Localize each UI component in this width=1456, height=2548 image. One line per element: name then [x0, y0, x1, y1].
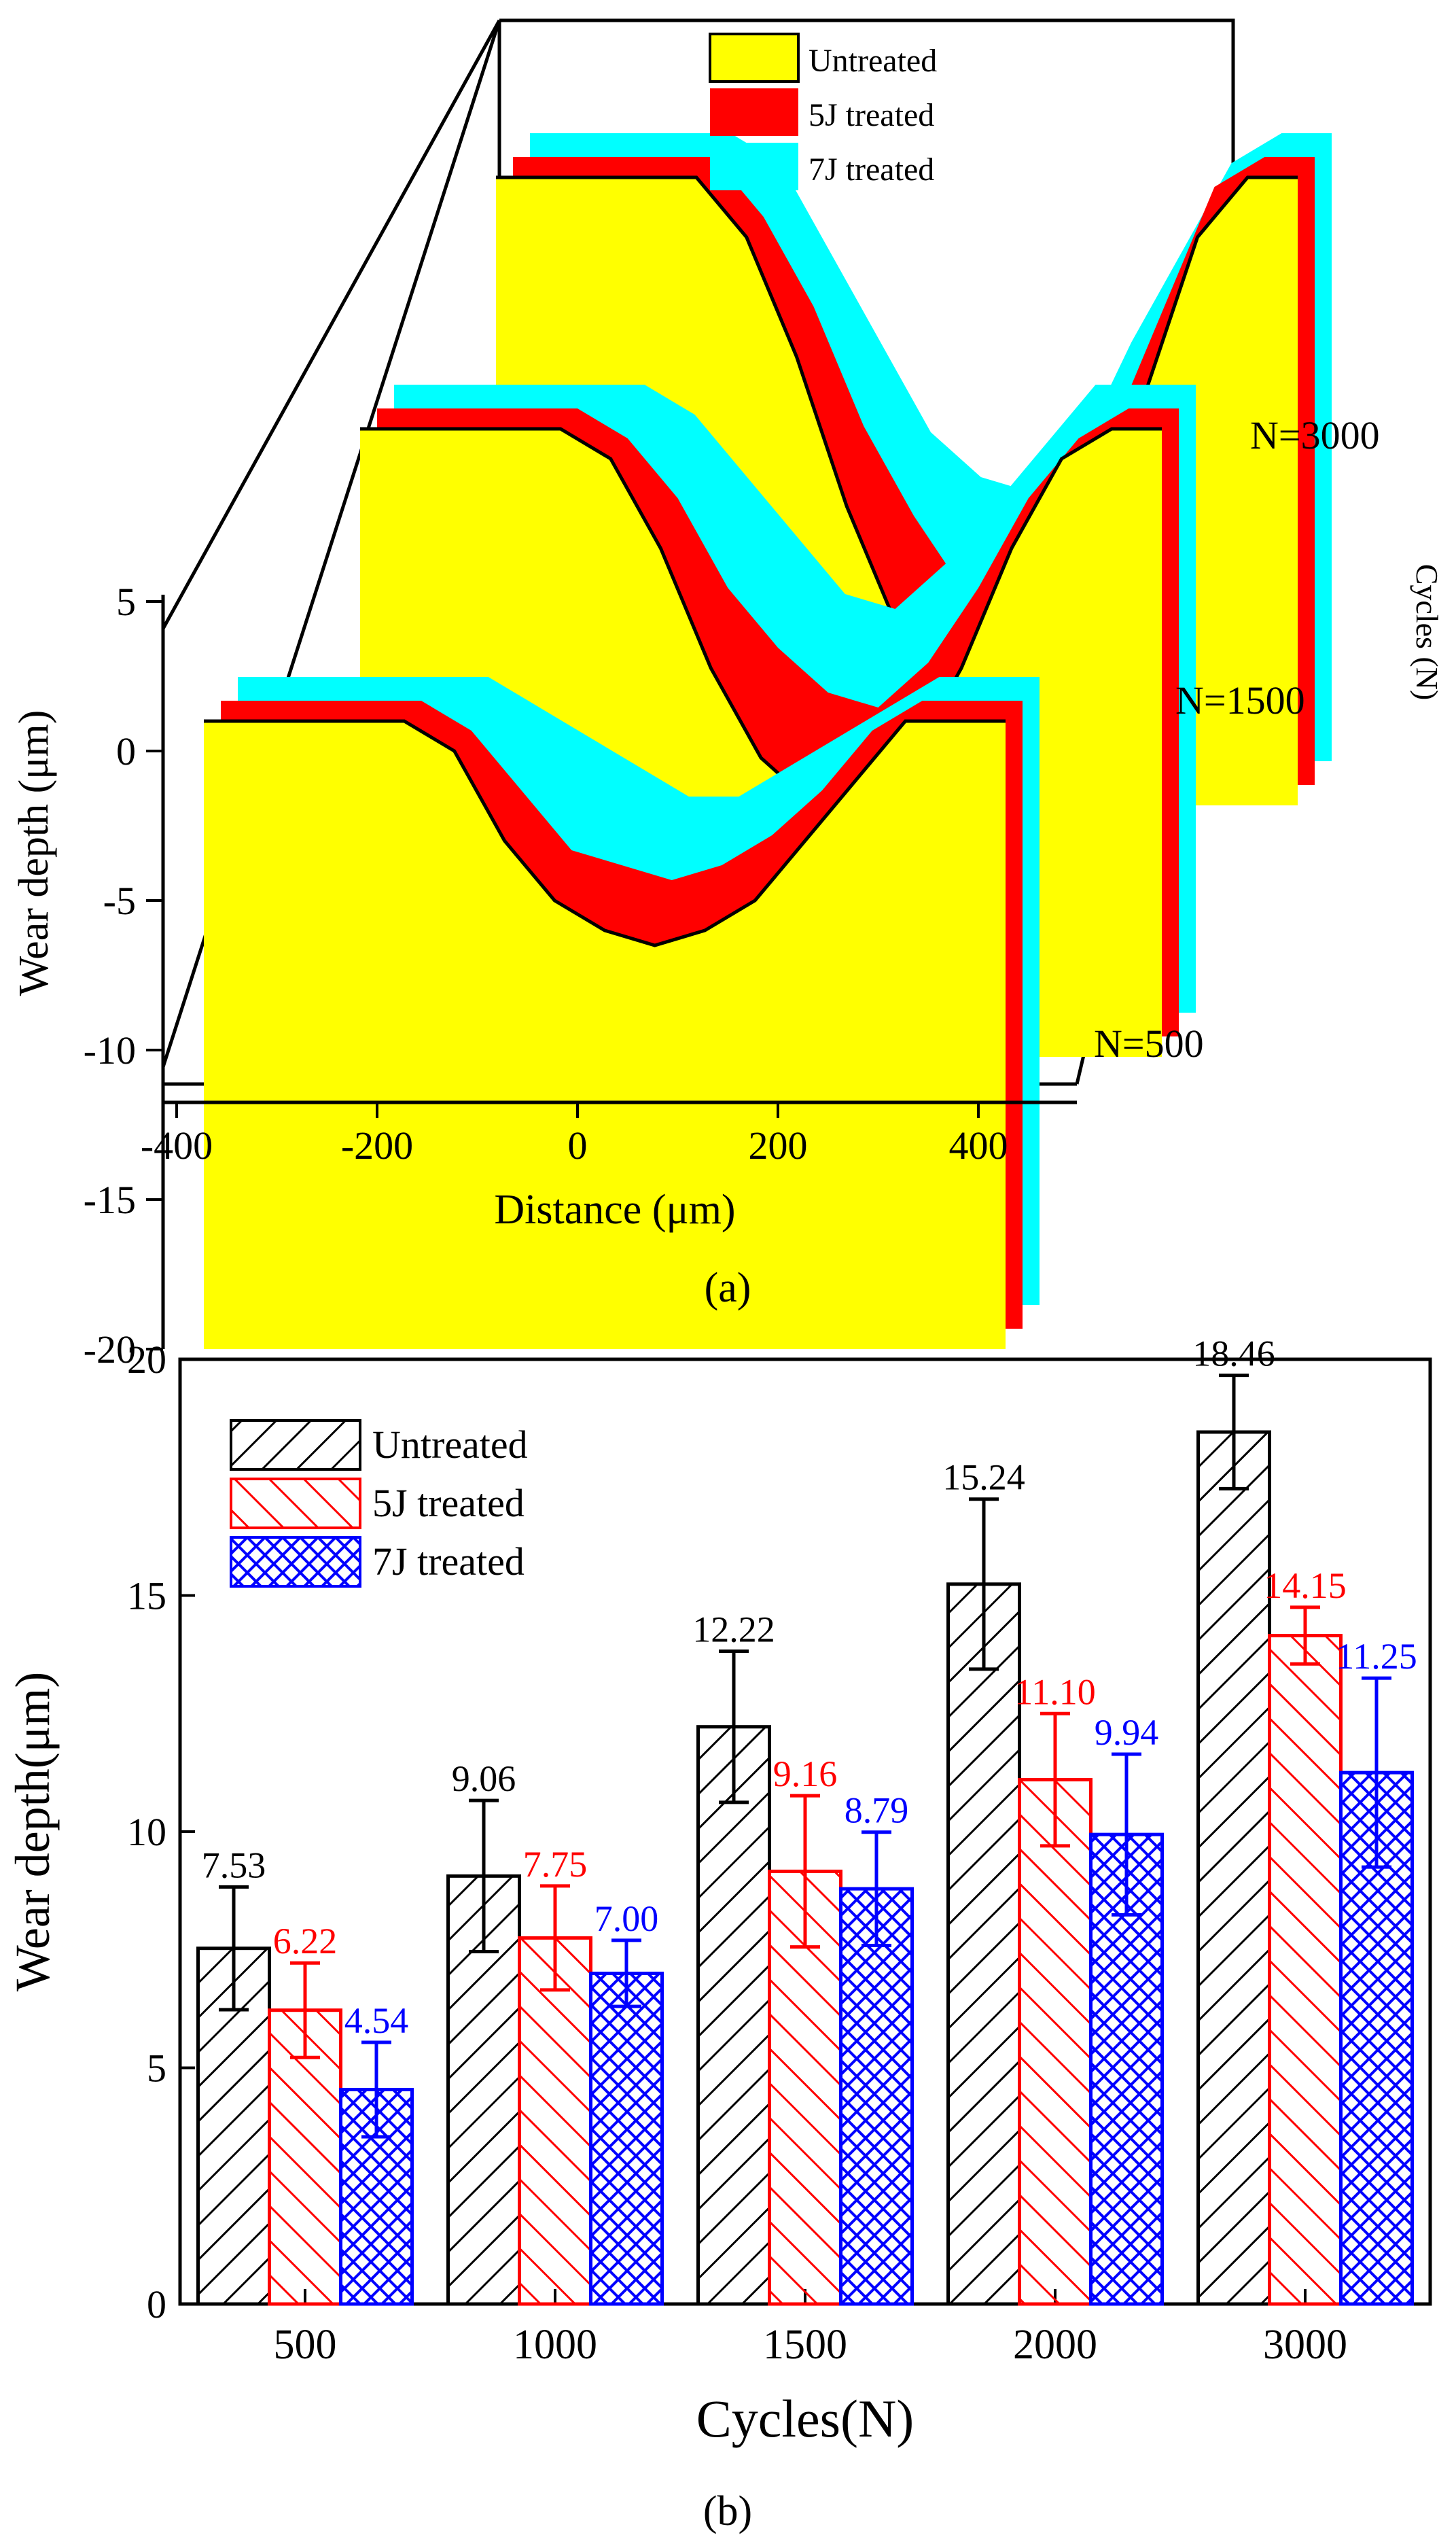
error-bar-5j-3000 [1290, 1605, 1320, 1666]
panel-b-ytick-label: 0 [147, 2282, 166, 2326]
bar-5j-3000 [1268, 1634, 1343, 2306]
data-label-untreated-1000: 9.06 [452, 1758, 516, 1799]
legend-b-swatch-7j [230, 1536, 361, 1588]
panel-a-xtick-label: 200 [749, 1123, 808, 1168]
bar-7j-1000 [589, 1972, 664, 2306]
data-label-untreated-500: 7.53 [202, 1845, 266, 1885]
panel-b-ytick-label: 5 [147, 2046, 166, 2091]
legend-a-swatch-7j [710, 143, 798, 190]
data-label-5j-2000: 11.10 [1014, 1671, 1096, 1712]
error-bar-7j-2000 [1112, 1752, 1141, 1917]
data-label-5j-3000: 14.15 [1264, 1565, 1347, 1606]
error-bar-untreated-500 [219, 1885, 249, 2012]
panel-a-axes: 5 0 -5 -10 -15 -20 -400 -200 0 200 400 [84, 580, 1077, 1372]
panel-b-legend: Untreated 5J treated 7J treated [230, 1419, 528, 1588]
bar-untreated-2000 [946, 1582, 1021, 2306]
legend-a-label-untreated: Untreated [809, 43, 937, 79]
panel-b-bar-chart: 0 5 10 15 20 500 1000 1500 2000 3000 7.536.224.54… [5, 1333, 1432, 2534]
panel-a-ytick-label: 5 [116, 580, 136, 624]
panel-a-depth-axis-title: Cycles (N) [1410, 564, 1444, 701]
error-bar-5j-2000 [1040, 1711, 1070, 1848]
error-bar-7j-3000 [1362, 1676, 1391, 1869]
slice-label-3000: N=3000 [1250, 413, 1380, 457]
error-bar-untreated-3000 [1219, 1374, 1249, 1490]
panel-b-caption: (b) [703, 2488, 752, 2534]
panel-b-ytick-label: 10 [127, 1810, 166, 1854]
bar-untreated-1500 [696, 1725, 771, 2306]
slice-label-500: N=500 [1094, 1022, 1204, 1066]
panel-b-xtick-label: 1000 [513, 2322, 597, 2368]
panel-a-xtick-label: 0 [568, 1123, 588, 1168]
data-label-7j-500: 4.54 [344, 2000, 409, 2041]
error-bar-untreated-1000 [469, 1798, 499, 1954]
panel-a-x-axis-title: Distance (μm) [494, 1187, 735, 1233]
panel-a-ytick-label: -10 [84, 1028, 136, 1072]
data-label-untreated-2000: 15.24 [942, 1457, 1025, 1498]
legend-a-swatch-untreated [709, 33, 800, 83]
data-label-7j-1000: 7.00 [594, 1898, 659, 1939]
slice-500 [204, 677, 1040, 1349]
panel-b-ytick-label: 20 [127, 1338, 166, 1382]
slice-label-1500: N=1500 [1175, 678, 1305, 722]
legend-b-label-7j: 7J treated [372, 1539, 525, 1584]
panel-a-xtick-label: -200 [341, 1123, 413, 1168]
legend-b-swatch-5j [230, 1478, 361, 1529]
profile-area-500-untreated [204, 721, 1006, 1349]
panel-a-y-axis-title: Wear depth (μm) [11, 710, 57, 996]
legend-a-swatch-5j [710, 88, 798, 136]
data-label-5j-500: 6.22 [273, 1921, 338, 1961]
error-bar-7j-500 [361, 2040, 391, 2139]
panel-b-x-axis-title: Cycles(N) [696, 2389, 915, 2448]
panel-a-3d-profiles: 5 0 -5 -10 -15 -20 -400 -200 0 200 400 Wear depth … [11, 18, 1444, 1372]
error-bar-untreated-1500 [719, 1650, 749, 1804]
data-label-7j-2000: 9.94 [1095, 1712, 1159, 1753]
panel-b-y-axis-title: Wear depth(μm) [5, 1672, 60, 1992]
panel-a-ytick-label: -5 [103, 879, 136, 923]
panel-a-xtick-label: 400 [949, 1123, 1008, 1168]
panel-b-xtick-label: 3000 [1263, 2322, 1347, 2368]
error-bar-5j-500 [290, 1961, 320, 2059]
error-bar-5j-1500 [790, 1794, 820, 1949]
panel-b-xtick-label: 500 [274, 2322, 337, 2368]
profile-line-500 [204, 719, 1006, 947]
bar-7j-1500 [839, 1887, 914, 2306]
legend-a-label-5j: 5J treated [809, 97, 934, 133]
panel-b-xtick-label: 2000 [1013, 2322, 1097, 2368]
panel-b-ytick-label: 15 [127, 1574, 166, 1618]
legend-b-label-untreated: Untreated [372, 1423, 528, 1467]
panel-a-legend: Untreated 5J treated 7J treated [709, 33, 937, 190]
panel-b-axes: 0 5 10 15 20 500 1000 1500 2000 3000 [127, 1338, 1347, 2368]
data-label-7j-1500: 8.79 [845, 1790, 909, 1831]
panel-a-caption: (a) [705, 1265, 751, 1311]
panel-a-xtick-label: -400 [141, 1123, 213, 1168]
data-label-5j-1500: 9.16 [773, 1753, 838, 1794]
data-label-5j-1000: 7.75 [523, 1844, 588, 1885]
legend-b-swatch-untreated [230, 1419, 361, 1471]
error-bar-7j-1000 [611, 1938, 641, 2008]
error-bar-7j-1500 [862, 1830, 891, 1947]
bar-5j-1000 [518, 1936, 592, 2306]
data-label-untreated-3000: 18.46 [1192, 1333, 1275, 1374]
profile-slices [204, 133, 1332, 1349]
data-label-untreated-1500: 12.22 [692, 1609, 775, 1650]
panel-a-ytick-label: -15 [84, 1178, 136, 1222]
bar-5j-2000 [1018, 1778, 1093, 2306]
error-bar-untreated-2000 [969, 1497, 999, 1671]
legend-a-label-7j: 7J treated [809, 152, 934, 188]
legend-b-label-5j: 5J treated [372, 1481, 525, 1525]
panel-a-ytick-label: -20 [84, 1327, 136, 1372]
panel-a-ytick-label: 0 [116, 729, 136, 773]
panel-b-xtick-label: 1500 [763, 2322, 847, 2368]
data-label-7j-3000: 11.25 [1336, 1636, 1417, 1677]
error-bar-5j-1000 [540, 1884, 570, 1992]
bar-untreated-3000 [1196, 1430, 1271, 2306]
panel-b-bars: 7.536.224.54 9.06 7.757.00 12.22 9.168.79 15.… [196, 1333, 1417, 2306]
